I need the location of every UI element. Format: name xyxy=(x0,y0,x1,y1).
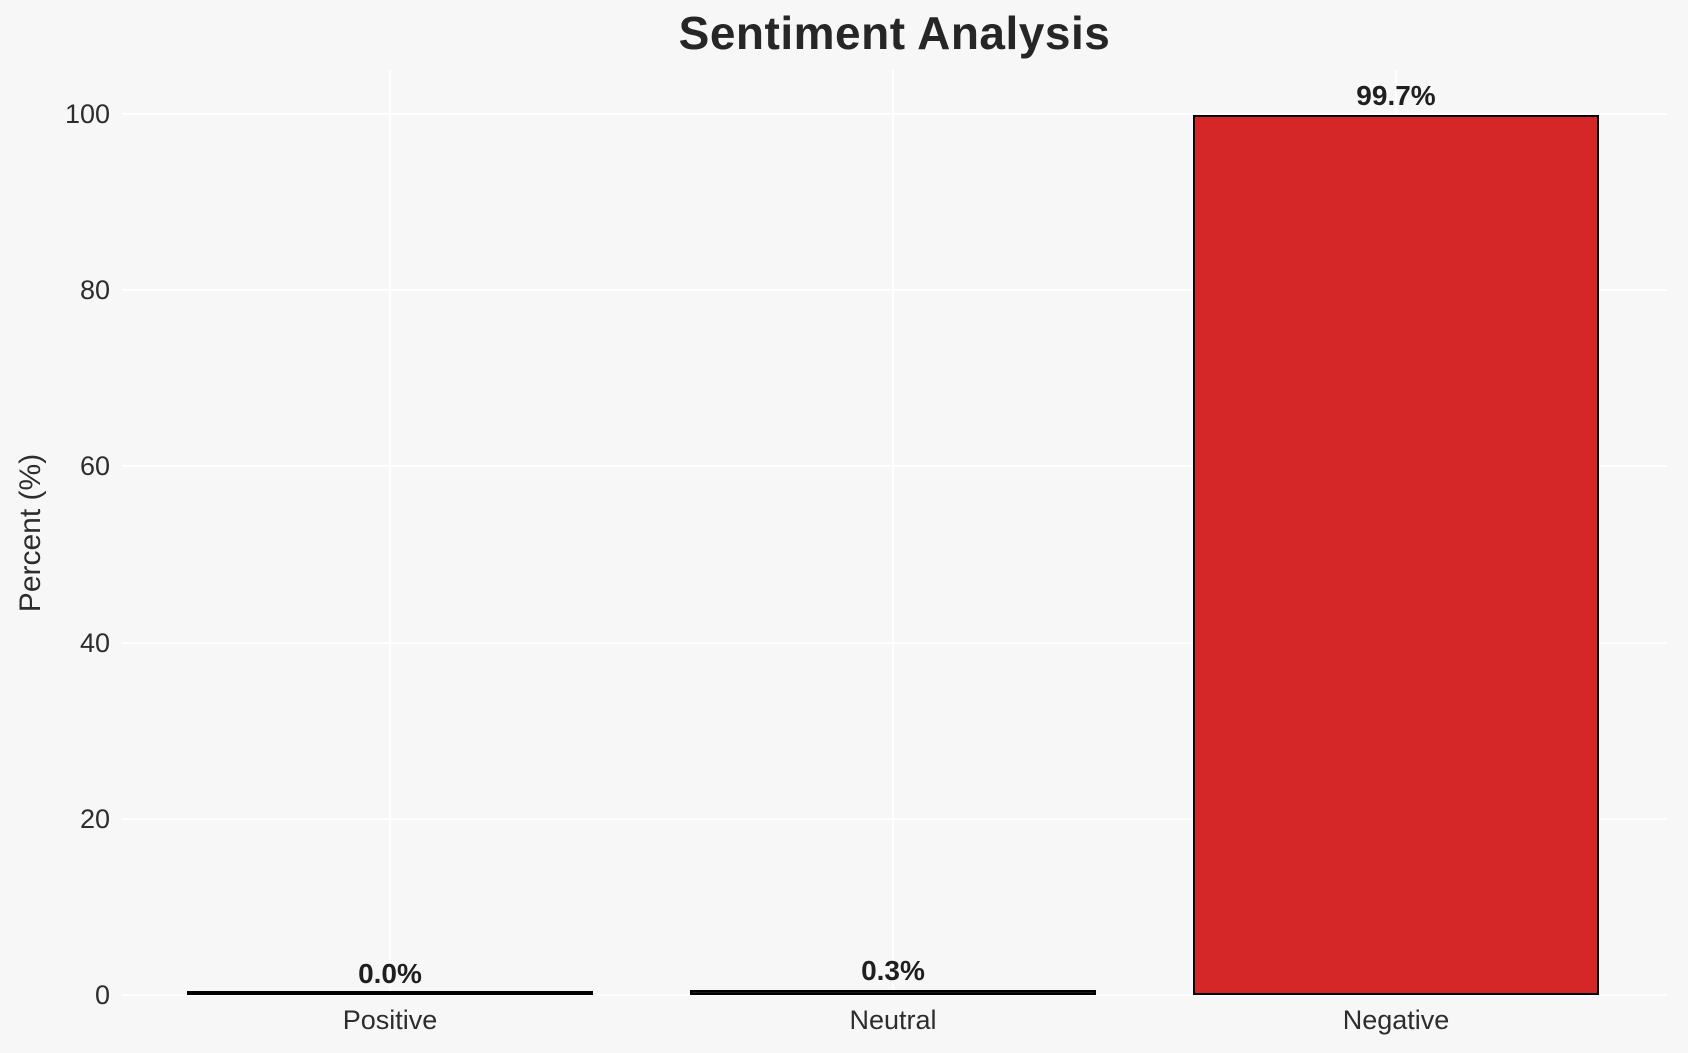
bar-negative xyxy=(1193,115,1599,995)
plot-area xyxy=(122,70,1667,996)
x-tick-label: Neutral xyxy=(849,1005,937,1035)
y-tick-label: 100 xyxy=(64,99,110,130)
x-tick-label: Negative xyxy=(1342,1005,1450,1035)
gridline-horizontal xyxy=(122,817,1667,820)
gridline-horizontal xyxy=(122,465,1667,468)
gridline-horizontal xyxy=(122,289,1667,292)
y-tick-label: 60 xyxy=(79,451,110,482)
bar-value-label: 99.7% xyxy=(1356,80,1436,111)
y-tick-label: 40 xyxy=(79,627,110,658)
gridline-horizontal xyxy=(122,113,1667,116)
y-tick-label: 0 xyxy=(94,980,110,1010)
bar-neutral xyxy=(690,990,1096,995)
gridline-horizontal xyxy=(122,994,1667,996)
y-tick-label: 20 xyxy=(79,803,110,834)
gridline-vertical xyxy=(892,70,894,995)
bar-value-label: 0.3% xyxy=(861,955,925,986)
chart-title: Sentiment Analysis xyxy=(678,7,1111,59)
gridline-vertical xyxy=(389,70,391,995)
y-tick-label: 80 xyxy=(79,275,110,306)
x-tick-label: Positive xyxy=(342,1005,438,1035)
gridline-horizontal xyxy=(122,641,1667,644)
bar-value-label: 0.0% xyxy=(358,958,422,989)
bar-positive xyxy=(187,991,593,995)
